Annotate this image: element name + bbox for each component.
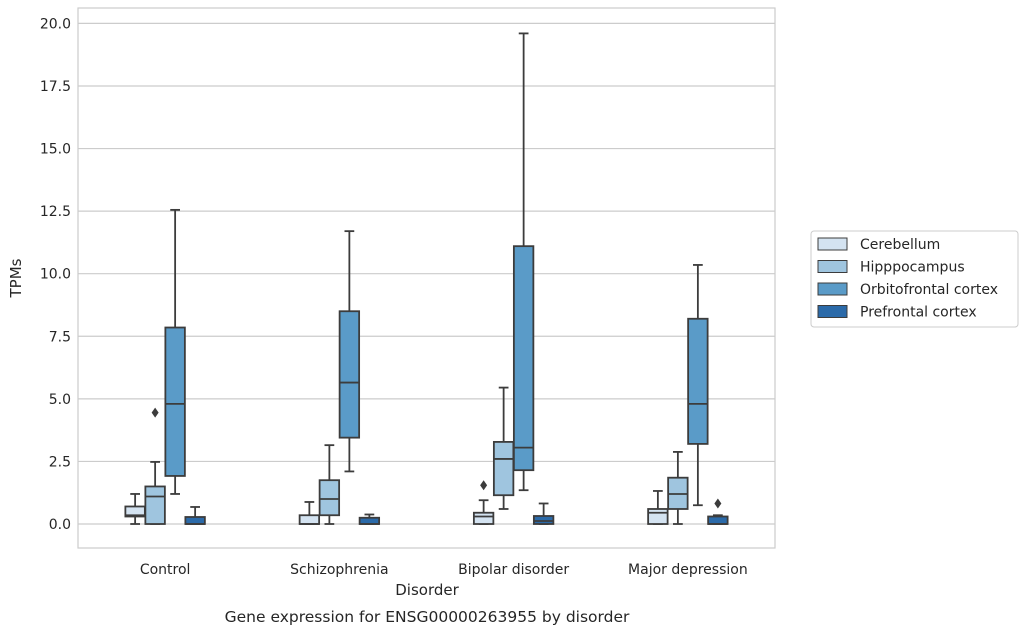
legend: Cerebellum Hipppocampus Orbitofrontal cort…: [810, 230, 1019, 328]
box-prefrontal-cortex: [358, 513, 381, 525]
box-orbitofrontal-cortex: [164, 208, 186, 495]
y-tick-label: 15.0: [40, 142, 71, 158]
y-tick-label: 12.5: [40, 204, 71, 220]
box-hipppocampus: [667, 451, 689, 525]
boxes: [124, 32, 729, 525]
x-tick-label: Major depression: [628, 562, 748, 578]
box-orbitofrontal-cortex: [687, 264, 709, 507]
legend-items: Cerebellum Hipppocampus Orbitofrontal cort…: [817, 237, 998, 321]
x-tick-label: Schizophrenia: [290, 562, 388, 578]
x-tick-label: Bipolar disorder: [458, 562, 569, 578]
x-tick-label: Control: [140, 562, 191, 578]
box-body: [532, 515, 555, 525]
legend-swatch: [817, 237, 848, 251]
box-prefrontal-cortex: [707, 498, 729, 525]
box-prefrontal-cortex: [184, 506, 206, 525]
legend-label: Orbitofrontal cortex: [860, 282, 998, 298]
box-body: [472, 511, 495, 525]
box-body: [144, 485, 166, 525]
y-tick-label: 17.5: [40, 79, 71, 95]
plot-background: [78, 8, 775, 548]
box-body: [164, 326, 186, 477]
box-cerebellum: [298, 501, 321, 525]
box-orbitofrontal-cortex: [338, 230, 361, 473]
outlier-point: [480, 480, 488, 491]
y-tick-label: 0.0: [49, 517, 71, 533]
y-axis-title: TPMs: [7, 258, 25, 298]
legend-swatch: [817, 305, 848, 318]
y-tick-labels: 0.0 2.5 5.0 7.5 10.0 12.5 15.0 17.5 20.0: [40, 16, 71, 533]
y-tick-label: 10.0: [40, 267, 71, 283]
y-tick-label: 20.0: [40, 16, 71, 32]
plot-frame: [77, 7, 776, 549]
box-body: [707, 515, 729, 525]
box-cerebellum: [647, 490, 669, 525]
box-body: [358, 516, 381, 525]
box-body: [184, 516, 206, 525]
box-prefrontal-cortex: [532, 502, 555, 525]
chart-caption: Gene expression for ENSG00000263955 by d…: [225, 608, 630, 626]
y-tick-label: 7.5: [49, 329, 71, 345]
box-hipppocampus: [318, 444, 341, 525]
box-body: [298, 514, 321, 525]
box-body: [647, 508, 669, 525]
box-hipppocampus: [492, 386, 515, 510]
box-orbitofrontal-cortex: [512, 32, 535, 492]
box-cerebellum: [472, 480, 495, 525]
box-body: [512, 245, 535, 472]
legend-label: Prefrontal cortex: [860, 305, 977, 321]
legend-label: Cerebellum: [860, 237, 940, 253]
box-hipppocampus: [144, 407, 166, 525]
legend-swatch: [817, 260, 848, 273]
box-body: [492, 441, 515, 497]
box-body: [338, 310, 361, 439]
x-axis-title: Disorder: [395, 581, 459, 599]
x-tick-labels: Control Schizophrenia Bipolar disorder Majo…: [140, 562, 748, 578]
outlier-point: [151, 407, 159, 418]
y-tick-label: 5.0: [49, 392, 71, 408]
y-tick-label: 2.5: [49, 454, 71, 470]
legend-frame: [810, 230, 1019, 328]
legend-swatch: [817, 282, 848, 296]
box-body: [687, 317, 709, 445]
box-body: [318, 479, 341, 517]
legend-label: Hipppocampus: [860, 260, 965, 276]
outlier-point: [714, 498, 722, 509]
